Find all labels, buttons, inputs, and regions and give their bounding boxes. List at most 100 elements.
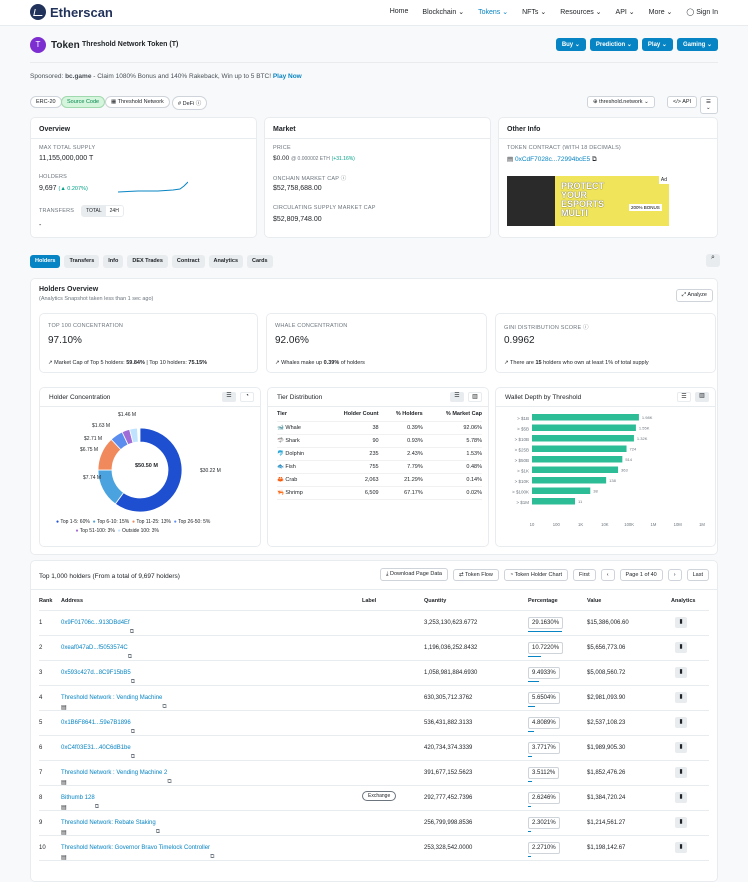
holder-address-link[interactable]: 0x9F01706c...913DBd4Ef [61, 620, 130, 626]
table-row: 1 0x9F01706c...913DBd4Ef ⧉ 3,253,130,623.6… [39, 611, 709, 636]
holder-address-link[interactable]: 0xeaf047aD...f5053574C [61, 645, 128, 651]
token-flow-button[interactable]: ⇄ Token Flow [452, 568, 499, 581]
list-view-icon[interactable]: ☰ [450, 392, 464, 402]
copy-icon[interactable]: ⧉ [94, 804, 99, 810]
tag-defi[interactable]: # DeFi ⓘ [172, 96, 208, 110]
whale-stat: WHALE CONCENTRATION 92.06% ↗ Whales make… [266, 313, 487, 373]
tab-contract[interactable]: Contract [171, 255, 205, 268]
token-holder-chart-button[interactable]: ◔ Token Holder Chart [503, 568, 568, 581]
value: $5,656,773.06 [587, 645, 626, 651]
analytics-chart-icon[interactable]: ▮ [675, 842, 687, 853]
tab-cards[interactable]: Cards [247, 255, 273, 268]
holder-address-link[interactable]: Threshold Network: Governor Bravo Timelo… [61, 845, 211, 851]
nav-more[interactable]: More ⌄ [648, 9, 673, 16]
analytics-chart-icon[interactable]: ▮ [675, 692, 687, 703]
transfers-24h-toggle[interactable]: 24H [109, 208, 119, 214]
tab-holders[interactable]: Holders [30, 255, 61, 268]
contract-address-link[interactable]: 0xCdF7028c...72994bcE5 [514, 156, 591, 163]
bar-view-icon[interactable]: ▥ [695, 392, 709, 402]
etherscan-logo-icon [30, 4, 46, 20]
nav-tokens[interactable]: Tokens ⌄ [478, 9, 509, 16]
tag-erc20[interactable]: ERC-20 [30, 96, 62, 108]
list-view-icon[interactable]: ☰ [222, 392, 236, 402]
percentage: 2.2710% [528, 842, 560, 854]
holder-address-link[interactable]: Threshold Network : Vending Machine [61, 695, 163, 701]
holder-address-link[interactable]: 0xC4f03E31...40C6dB1be [61, 745, 131, 751]
nav-api[interactable]: API ⌄ [615, 9, 635, 16]
depth-bar [532, 498, 576, 505]
list-view-icon[interactable]: ☰ [677, 392, 691, 402]
ad-banner[interactable]: PROTECT YOUR ESPORTS MULTI 200% BONUS Ad [507, 176, 669, 226]
gaming-button[interactable]: Gaming ⌄ [676, 38, 718, 51]
pie-view-icon[interactable]: ◔ [240, 392, 254, 402]
analytics-chart-icon[interactable]: ▮ [675, 767, 687, 778]
copy-icon[interactable]: ⧉ [210, 854, 215, 860]
website-dropdown[interactable]: ⊕ threshold.network ⌄ [587, 96, 655, 108]
tab-dex-trades[interactable]: DEX Trades [127, 255, 168, 268]
analytics-chart-icon[interactable]: ▮ [675, 667, 687, 678]
rank: 8 [39, 795, 43, 801]
sponsor-brand[interactable]: bc.game [65, 73, 92, 80]
transfers-total-toggle[interactable]: TOTAL [82, 206, 106, 216]
main-nav: Home Blockchain ⌄ Tokens ⌄ NFTs ⌄ Resour… [390, 8, 718, 16]
play-button[interactable]: Play ⌄ [641, 38, 673, 51]
nav-resources[interactable]: Resources ⌄ [560, 9, 602, 16]
tag-threshold-network[interactable]: ▦ Threshold Network [105, 96, 170, 108]
holder-address-link[interactable]: Threshold Network : Vending Machine 2 [61, 770, 168, 776]
analytics-chart-icon[interactable]: ▮ [675, 642, 687, 653]
first-page-button[interactable]: First [573, 568, 596, 581]
copy-icon[interactable]: ⧉ [591, 156, 597, 163]
bar-view-icon[interactable]: ▥ [468, 392, 482, 402]
holder-address-link[interactable]: Threshold Network: Rebate Staking [61, 820, 156, 826]
rank: 4 [39, 695, 43, 701]
depth-value-label: 1.98K [642, 415, 653, 420]
search-icon[interactable]: ⌕ [706, 254, 720, 267]
depth-x-tick: 10K [601, 522, 609, 527]
analytics-chart-icon[interactable]: ▮ [675, 742, 687, 753]
sign-in-link[interactable]: ◯ Sign In [686, 9, 718, 16]
analytics-chart-icon[interactable]: ▮ [675, 617, 687, 628]
copy-icon[interactable]: ⧉ [155, 829, 161, 835]
copy-icon[interactable]: ⧉ [130, 729, 136, 735]
play-now-link[interactable]: Play Now [272, 73, 302, 80]
copy-icon[interactable]: ⧉ [130, 754, 136, 760]
prediction-button[interactable]: Prediction ⌄ [589, 38, 638, 51]
tab-info[interactable]: Info [103, 255, 124, 268]
percentage: 5.6504% [528, 692, 560, 704]
more-options-button[interactable]: ☰ ⌄ [700, 96, 718, 114]
analytics-chart-icon[interactable]: ▮ [675, 792, 687, 803]
nav-nfts[interactable]: NFTs ⌄ [522, 9, 547, 16]
download-page-data-button[interactable]: ⤓ Download Page Data [380, 568, 448, 581]
nav-blockchain[interactable]: Blockchain ⌄ [422, 9, 465, 16]
etherscan-logo[interactable]: Etherscan [30, 4, 113, 20]
prev-page-button[interactable]: ‹ [600, 568, 615, 581]
holder-address-link[interactable]: 0x1B6F8641...59e7B1896 [61, 720, 131, 726]
depth-bar [532, 435, 634, 442]
holder-address-link[interactable]: 0x593c427d...8C9F15bB5 [61, 670, 131, 676]
token-bar: T Token Threshold Network Token (T) Buy … [30, 37, 718, 55]
analytics-chart-icon[interactable]: ▮ [675, 817, 687, 828]
api-button[interactable]: </> API [667, 96, 698, 108]
copy-icon[interactable]: ⧉ [129, 629, 135, 635]
tab-transfers[interactable]: Transfers [64, 255, 100, 268]
copy-icon[interactable]: ⧉ [162, 704, 167, 710]
percentage: 3.7717% [528, 742, 560, 754]
analytics-chart-icon[interactable]: ▮ [675, 717, 687, 728]
copy-icon[interactable]: ⧉ [167, 779, 172, 785]
holder-address-link[interactable]: Bithumb 128 [61, 795, 95, 801]
last-page-button[interactable]: Last [686, 568, 709, 581]
quantity: 253,328,542.0000 [424, 845, 473, 851]
analyze-button[interactable]: ⤢ Analyze [675, 289, 713, 302]
copy-icon[interactable]: ⧉ [127, 654, 133, 660]
percentage: 4.8089% [528, 717, 560, 729]
rank: 7 [39, 770, 43, 776]
depth-category-label: > $10B [515, 437, 529, 442]
nav-home[interactable]: Home [389, 8, 409, 15]
tab-analytics[interactable]: Analytics [208, 255, 244, 268]
overview-card: Overview MAX TOTAL SUPPLY 11,155,000,000… [30, 117, 257, 238]
tag-source-code[interactable]: Source Code [61, 96, 106, 108]
percentage: 2.6246% [528, 792, 560, 804]
copy-icon[interactable]: ⧉ [130, 679, 136, 685]
buy-button[interactable]: Buy ⌄ [555, 38, 586, 51]
next-page-button[interactable]: › [667, 568, 682, 581]
